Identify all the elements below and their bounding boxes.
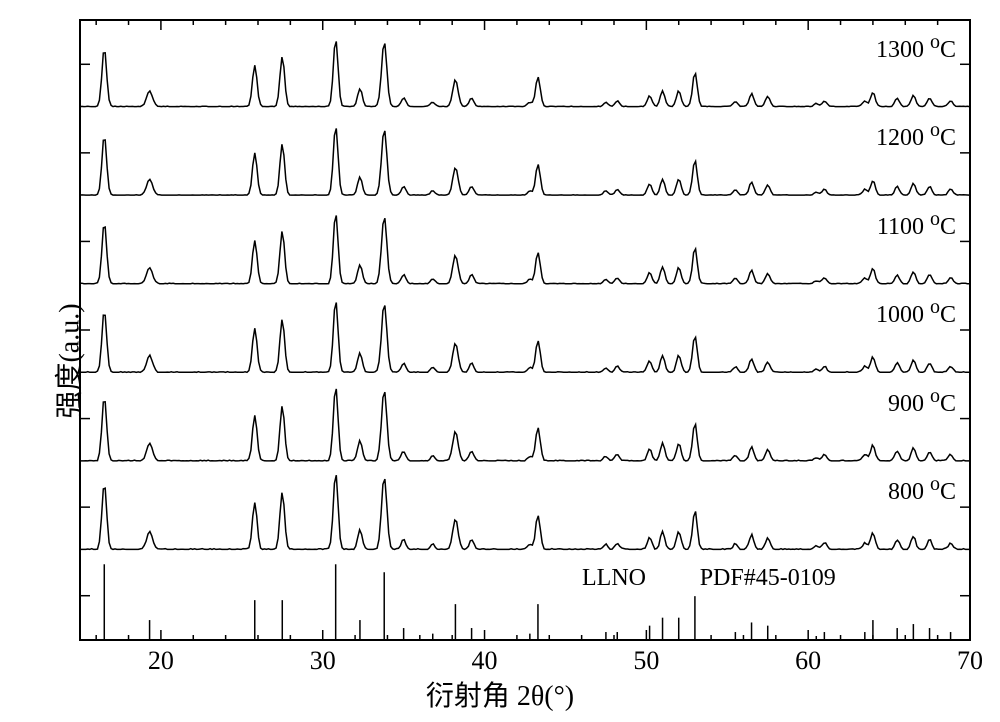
series-label: 1300 oC [876, 31, 956, 64]
reference-label: PDF#45-0109 [700, 565, 836, 592]
x-axis-label: 衍射角 2θ(°) [426, 674, 574, 714]
xrd-chart: 强度(a.u.) 衍射角 2θ(°) 20 30 40 50 60 70 LLNO PDF#4… [0, 0, 1000, 722]
x-tick-label: 50 [633, 646, 659, 676]
reference-label: LLNO [582, 565, 646, 592]
series-label: 1000 oC [876, 296, 956, 329]
x-tick-label: 40 [472, 646, 498, 676]
x-tick-label: 30 [310, 646, 336, 676]
x-tick-label: 20 [148, 646, 174, 676]
series-label: 1100 oC [877, 208, 956, 241]
series-label: 900 oC [888, 385, 956, 418]
series-label: 1200 oC [876, 119, 956, 152]
plot-svg [0, 0, 1000, 722]
x-tick-label: 60 [795, 646, 821, 676]
series-label: 800 oC [888, 473, 956, 506]
y-axis-label: 强度(a.u.) [48, 303, 88, 418]
x-tick-label: 70 [957, 646, 983, 676]
